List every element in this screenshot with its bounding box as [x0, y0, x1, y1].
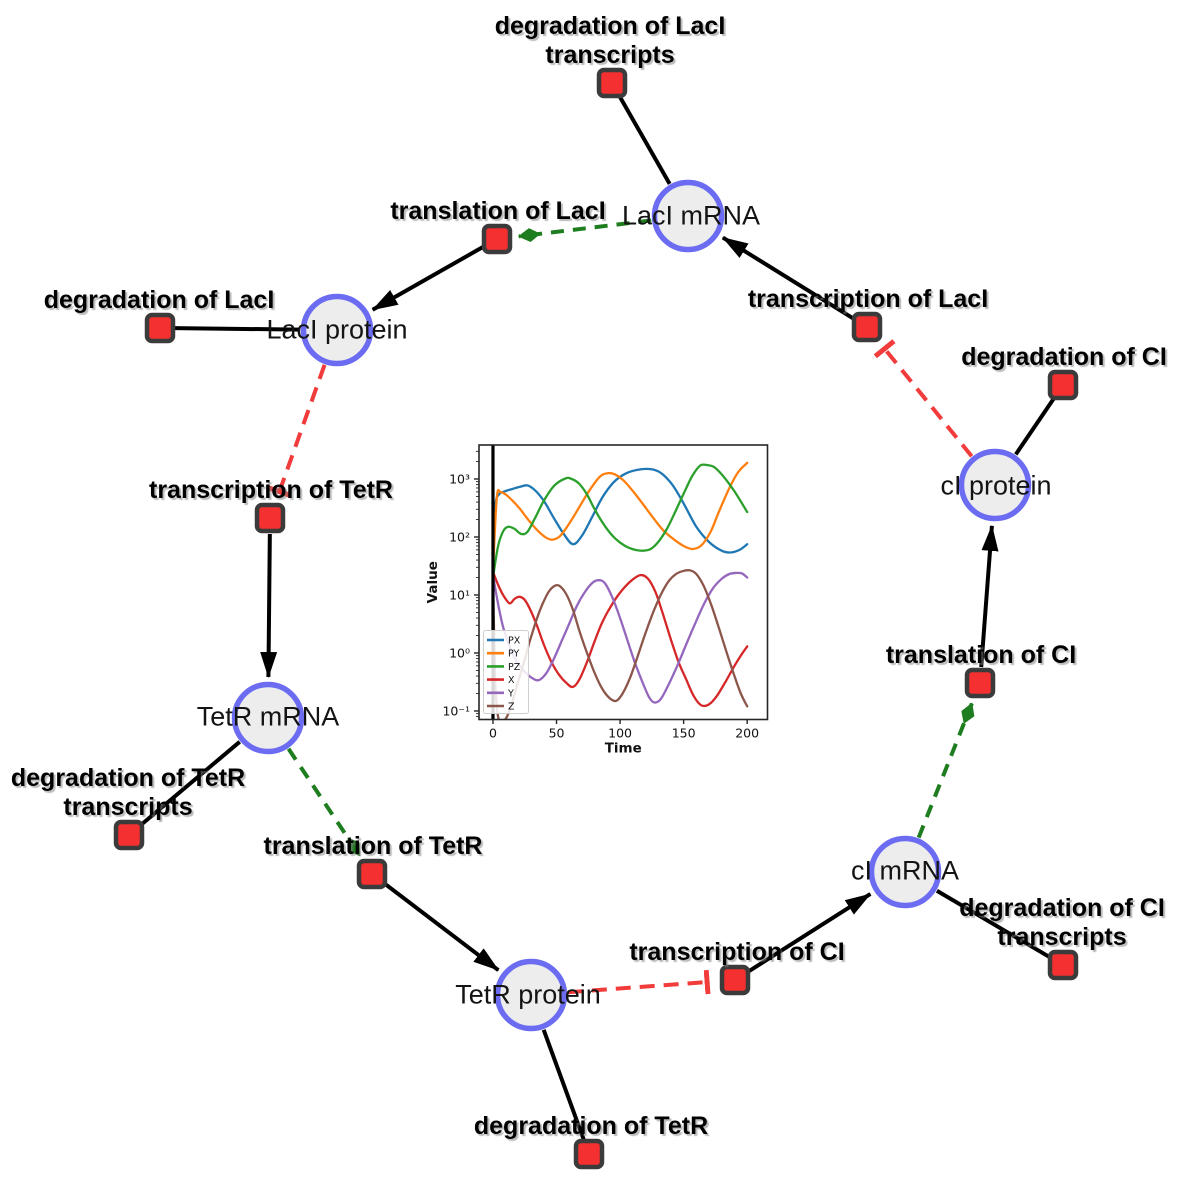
x-tick-label: 50 [549, 726, 565, 741]
edge-production [747, 892, 872, 974]
legend-box [483, 630, 529, 714]
edge-consumption [935, 889, 1060, 965]
edge-catalysis [916, 702, 975, 839]
nodes-layer [113, 67, 1079, 1170]
edge-consumption [1014, 388, 1062, 456]
legend-label-PZ: PZ [508, 662, 521, 673]
legend: PX PY PZ XYZ [483, 630, 529, 714]
species-node-ci-mrna[interactable] [868, 835, 942, 909]
series-line-Y [491, 571, 749, 704]
edge-catalysis [517, 218, 652, 243]
plot-frame [478, 444, 769, 721]
edge-production [260, 533, 278, 679]
y-tick-label: 10³ [449, 471, 470, 486]
edge-consumption [131, 740, 241, 834]
series-line-X [491, 570, 749, 708]
reaction-node-degradation-tetr[interactable] [573, 1138, 605, 1170]
species-node-laci-protein[interactable] [300, 293, 374, 367]
x-tick-label: 0 [489, 726, 497, 741]
edge-catalysis [286, 747, 362, 857]
legend-label-Z: Z [508, 702, 515, 713]
series-line-PY [491, 461, 749, 574]
reaction-node-transcription-laci[interactable] [851, 311, 883, 343]
species-node-ci-protein[interactable] [958, 448, 1032, 522]
legend-label-PX: PX [508, 636, 521, 647]
edge-consumption [541, 1029, 590, 1150]
y-tick-label: 10⁰ [449, 645, 470, 660]
y-tick-label: 10¹ [449, 587, 470, 602]
edge-production [979, 524, 999, 668]
edge-production [721, 235, 855, 321]
reaction-node-transcription-tetr[interactable] [254, 502, 286, 534]
reaction-node-degradation-ci-transcripts[interactable] [1047, 949, 1079, 981]
legend-label-X: X [508, 675, 515, 686]
edge-production [371, 245, 485, 312]
edge-consumption [612, 86, 672, 185]
reaction-node-translation-laci[interactable] [481, 223, 513, 255]
edges-layer [131, 86, 1062, 1150]
series-line-PZ [491, 463, 749, 579]
species-node-laci-mrna[interactable] [651, 179, 725, 253]
edge-inhibition [567, 969, 711, 995]
x-tick-label: 150 [672, 726, 696, 741]
y-tick-label: 10⁻¹ [442, 703, 470, 718]
reaction-node-degradation-ci[interactable] [1047, 369, 1079, 401]
edge-production [383, 882, 500, 972]
embedded-time-series-chart: 0 50 100 150 20010⁻¹10⁰10¹10²10³TimeValuePXP… [425, 444, 769, 757]
x-axis-label: Time [605, 741, 642, 757]
reaction-node-translation-ci[interactable] [964, 667, 996, 699]
x-tick-label: 200 [735, 726, 759, 741]
reaction-node-transcription-ci[interactable] [719, 964, 751, 996]
reaction-node-degradation-laci[interactable] [144, 312, 176, 344]
reaction-node-degradation-laci-transcripts[interactable] [596, 67, 628, 99]
series-line-PX [491, 467, 749, 554]
legend-label-Y: Y [507, 688, 514, 699]
x-tick-label: 100 [608, 726, 632, 741]
species-node-tetr-mrna[interactable] [231, 681, 305, 755]
edge-consumption [164, 326, 301, 332]
reaction-node-degradation-tetr-transcripts[interactable] [113, 819, 145, 851]
reaction-node-translation-tetr[interactable] [356, 858, 388, 890]
edge-inhibition [267, 364, 327, 499]
legend-label-PY: PY [508, 649, 520, 660]
y-axis-label: Value [425, 561, 441, 603]
species-node-tetr-protein[interactable] [494, 958, 568, 1032]
y-tick-label: 10² [449, 529, 470, 544]
edge-inhibition [873, 339, 974, 458]
